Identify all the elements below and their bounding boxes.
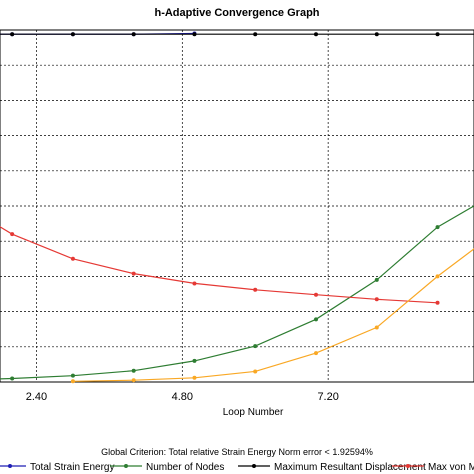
series-3-point-5 [253,287,258,292]
series-1-point-6 [314,317,318,322]
series-1-point-2 [70,373,75,378]
series-1-point-3 [131,368,136,373]
series-3-point-7 [374,297,379,302]
series-4-point-1 [131,378,136,383]
series-2-point-7 [374,32,379,37]
legend-label-2: Maximum Resultant Displacement [274,462,426,473]
series-3-point-2 [70,256,75,261]
x-tick-label-0: 2.40 [26,391,47,403]
series-2-point-3 [131,32,136,37]
series-1-point-4 [192,358,197,363]
legend-marker-3 [406,464,410,468]
series-4-point-2 [192,375,197,380]
series-2-point-1 [10,32,15,37]
series-2-point-5 [253,32,258,37]
series-1-point-1 [10,376,15,381]
legend-marker-2 [252,464,256,468]
series-4-point-5 [374,325,379,330]
x-tick-label-2: 7.20 [317,391,338,403]
series-2-point-6 [314,32,318,37]
grid-lines [0,30,474,382]
series-2-point-2 [70,32,75,37]
chart-title: h-Adaptive Convergence Graph [154,7,319,19]
series-4-point-0 [70,379,75,384]
series-line-4 [72,248,474,382]
series-2 [0,32,474,37]
series-3-point-6 [314,292,318,297]
legend-marker-0 [8,464,12,468]
series-4-point-6 [435,274,440,279]
series-1-point-8 [435,225,440,230]
x-tick-labels: 2.40 4.80 7.20 [26,391,339,403]
series-2-point-4 [192,32,197,37]
series-4-point-3 [253,369,258,374]
series-3-point-8 [435,300,440,305]
series-4 [70,248,474,384]
legend-label-3: Max von Mises Stress [428,462,474,473]
series-1-point-7 [374,277,379,282]
series-line-1 [0,205,474,380]
series-2-point-8 [435,32,440,37]
global-criterion-text: Global Criterion: Total relative Strain … [101,447,373,457]
series-3-point-3 [131,271,136,276]
x-axis-label: Loop Number [223,407,284,418]
legend-marker-1 [124,464,128,468]
series-1 [0,205,474,381]
series-4-point-4 [314,351,318,356]
series-3 [0,226,440,305]
series-layer [0,31,474,384]
legend-label-1: Number of Nodes [146,462,224,473]
x-tick-label-1: 4.80 [172,391,193,403]
series-3-point-4 [192,281,197,286]
legend: Total Strain Energy Number of Nodes Maximu… [0,462,474,473]
legend-label-0: Total Strain Energy [30,462,115,473]
series-3-point-1 [10,232,15,237]
series-1-point-5 [253,344,258,349]
